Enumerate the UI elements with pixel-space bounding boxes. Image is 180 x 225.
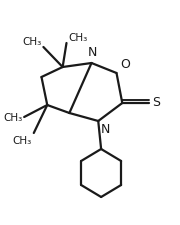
Text: CH₃: CH₃ — [68, 33, 88, 43]
Text: S: S — [152, 96, 160, 109]
Text: O: O — [120, 58, 130, 71]
Text: CH₃: CH₃ — [3, 112, 22, 122]
Text: CH₃: CH₃ — [22, 37, 41, 47]
Text: N: N — [88, 46, 97, 59]
Text: CH₃: CH₃ — [13, 135, 32, 145]
Text: N: N — [101, 122, 111, 135]
